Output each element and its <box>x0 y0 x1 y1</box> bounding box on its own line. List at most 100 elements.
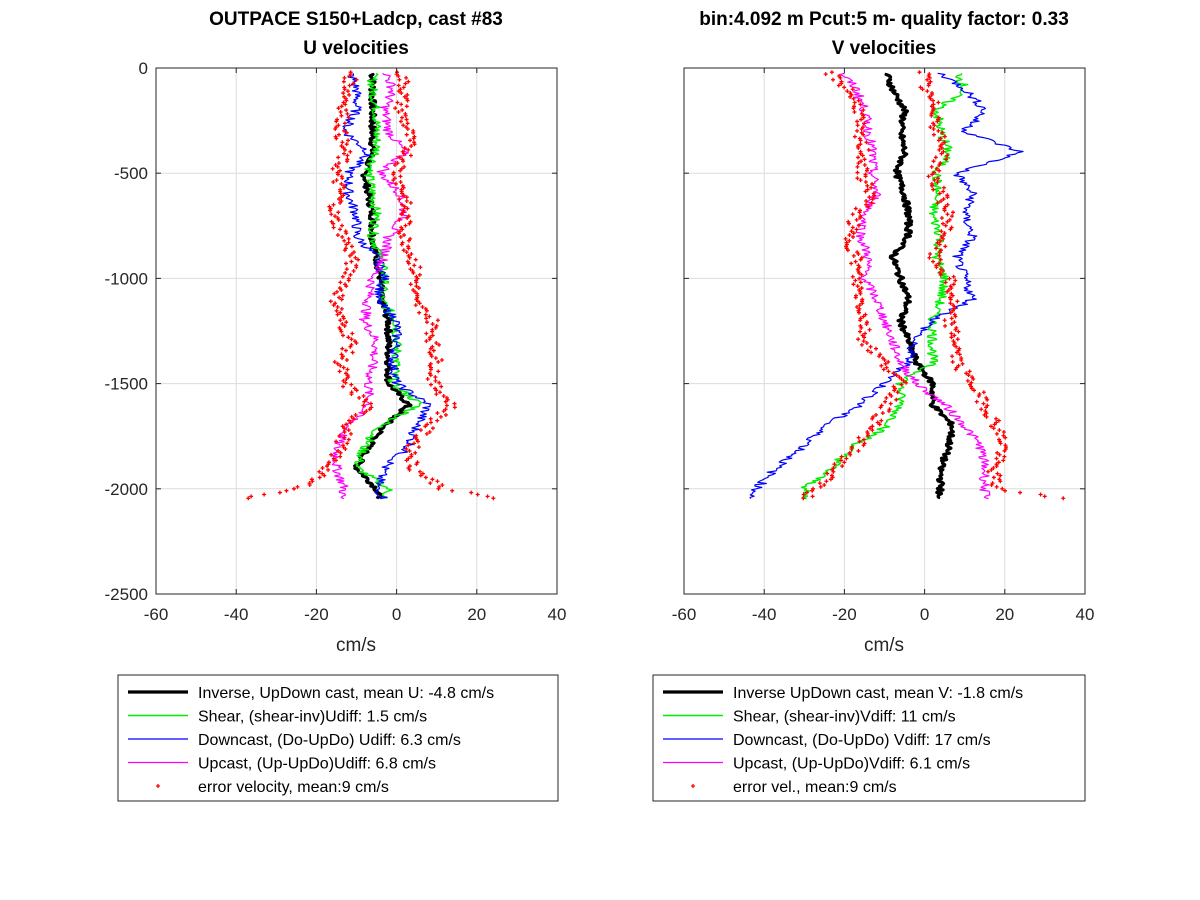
error-velocity-point <box>440 483 445 488</box>
error-velocity-point <box>927 75 932 80</box>
y-tick-label: -1500 <box>105 375 148 394</box>
legend: Inverse UpDown cast, mean V: -1.8 cm/s Sh… <box>652 674 1086 802</box>
error-velocity-point <box>412 142 417 147</box>
error-velocity-point <box>849 229 854 234</box>
error-velocity-point <box>856 251 861 256</box>
error-velocity-point <box>396 109 401 114</box>
error-velocity-point <box>354 340 359 345</box>
error-velocity-point <box>937 242 942 247</box>
error-velocity-point <box>979 407 984 412</box>
error-velocity-point <box>349 244 354 249</box>
error-velocity-point <box>810 494 815 499</box>
error-velocity-point <box>423 475 428 480</box>
error-velocity-point <box>341 185 346 190</box>
error-velocity-point <box>853 278 858 283</box>
error-velocity-point <box>428 346 433 351</box>
error-velocity-point <box>937 147 942 152</box>
error-velocity-point <box>959 358 964 363</box>
error-velocity-point <box>424 316 429 321</box>
error-velocity-point <box>939 198 944 203</box>
error-velocity-point <box>408 282 413 287</box>
u-velocity-plot: OUTPACE S150+Ladcp, cast #83 U velocitie… <box>105 9 567 802</box>
error-velocity-point <box>317 469 322 474</box>
error-velocity-point <box>346 335 351 340</box>
legend-marker <box>156 784 160 788</box>
error-velocity-point <box>856 435 861 440</box>
error-velocity-point <box>931 127 936 132</box>
error-velocity-point <box>925 77 930 82</box>
error-velocity-point <box>336 161 341 166</box>
error-velocity-point <box>339 181 344 186</box>
error-velocity-point <box>334 178 339 183</box>
error-velocity-point <box>872 193 877 198</box>
error-velocity-point <box>851 282 856 287</box>
error-velocity-point <box>994 464 999 469</box>
error-velocity-point <box>948 227 953 232</box>
error-velocity-point <box>878 405 883 410</box>
error-velocity-point <box>932 178 937 183</box>
error-velocity-point <box>948 301 953 306</box>
error-velocity-point <box>997 452 1002 457</box>
legend: Inverse, UpDown cast, mean U: -4.8 cm/s S… <box>117 674 559 802</box>
error-velocity-point <box>357 395 362 400</box>
error-velocity-point <box>414 284 419 289</box>
error-velocity-point <box>330 166 335 171</box>
error-velocity-point <box>863 189 868 194</box>
error-velocity-point <box>339 144 344 149</box>
error-velocity-point <box>998 479 1003 484</box>
error-velocity-point <box>402 164 407 169</box>
error-velocity-point <box>344 320 349 325</box>
error-velocity-point <box>433 325 438 330</box>
error-velocity-point <box>936 100 941 105</box>
legend-box <box>117 674 559 802</box>
error-velocity-point <box>339 113 344 118</box>
error-velocity-point <box>326 467 331 472</box>
error-velocity-point <box>853 206 858 211</box>
x-tick-label: -60 <box>144 605 169 624</box>
error-velocity-point <box>399 242 404 247</box>
error-velocity-point <box>353 412 358 417</box>
error-velocity-point <box>443 399 448 404</box>
error-velocity-point <box>855 164 860 169</box>
error-velocity-point <box>361 403 366 408</box>
error-velocity-point <box>942 318 947 323</box>
error-velocity-point <box>401 159 406 164</box>
error-velocity-point <box>969 386 974 391</box>
error-velocity-point <box>936 261 941 266</box>
error-velocity-point <box>416 286 421 291</box>
axes-box <box>683 67 1086 595</box>
error-velocity-point <box>350 350 355 355</box>
error-velocity-point <box>867 195 872 200</box>
error-velocity-point <box>942 134 947 139</box>
error-velocity-point <box>856 337 861 342</box>
error-velocity-point <box>862 162 867 167</box>
error-velocity-point <box>338 191 343 196</box>
error-velocity-point <box>857 216 862 221</box>
error-velocity-point <box>356 257 361 262</box>
error-velocity-point <box>333 127 338 132</box>
error-velocity-point <box>401 123 406 128</box>
error-velocity-point <box>879 418 884 423</box>
error-velocity-point <box>870 416 875 421</box>
error-velocity-point <box>412 441 417 446</box>
error-velocity-point <box>340 234 345 239</box>
error-velocity-point <box>981 401 986 406</box>
error-velocity-point <box>435 318 440 323</box>
error-velocity-point <box>331 180 336 185</box>
error-velocity-point <box>945 153 950 158</box>
error-velocity-point <box>336 155 341 160</box>
error-velocity-point <box>397 197 402 202</box>
x-tick-label: 0 <box>920 605 929 624</box>
x-tick-label: 40 <box>548 605 567 624</box>
error-velocity-point <box>414 462 419 467</box>
error-velocity-point <box>401 85 406 90</box>
error-velocity-point <box>991 475 996 480</box>
x-tick-label: -40 <box>752 605 777 624</box>
error-velocity-point <box>437 342 442 347</box>
error-velocity-point <box>855 128 860 133</box>
error-velocity-point <box>438 414 443 419</box>
error-velocity-point <box>352 250 356 255</box>
error-velocity-point <box>407 448 412 453</box>
error-velocity-point <box>430 322 435 327</box>
error-velocity-point <box>346 278 351 283</box>
